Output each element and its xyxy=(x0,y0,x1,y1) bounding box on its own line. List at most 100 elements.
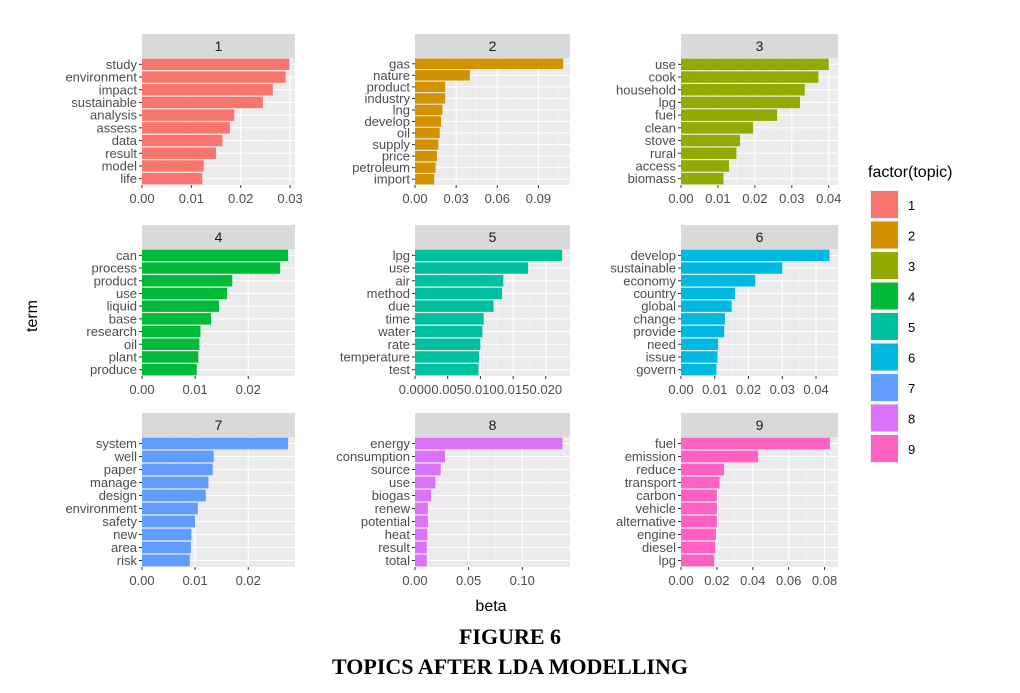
bar-produce xyxy=(142,363,197,376)
x-tick-label: 0.00 xyxy=(402,573,427,588)
bar-govern xyxy=(681,363,717,376)
term-label: gas xyxy=(389,56,410,71)
bar-industry xyxy=(415,93,446,104)
term-label: fuel xyxy=(655,436,676,451)
legend-label: 5 xyxy=(908,320,915,335)
term-label: method xyxy=(367,286,410,301)
term-label: carbon xyxy=(636,488,676,503)
term-label: govern xyxy=(636,362,676,377)
x-tick-label: 0.06 xyxy=(485,191,510,206)
panel-strip-label: 1 xyxy=(215,38,223,54)
x-tick-label: 0.01 xyxy=(179,191,204,206)
bar-need xyxy=(681,338,719,350)
bar-change xyxy=(681,313,725,325)
bar-use xyxy=(415,476,436,489)
term-label: assess xyxy=(97,120,138,135)
figure-number: FIGURE 6 xyxy=(458,624,562,649)
term-label: consumption xyxy=(336,449,410,464)
bar-product xyxy=(142,275,233,287)
term-label: use xyxy=(116,286,137,301)
term-label: biogas xyxy=(372,488,411,503)
legend-swatch xyxy=(871,343,898,371)
term-label: due xyxy=(388,299,410,314)
term-label: cook xyxy=(649,70,677,85)
term-label: provide xyxy=(633,324,676,339)
panel-strip-label: 7 xyxy=(215,417,223,433)
x-tick-label: 0.10 xyxy=(510,573,535,588)
x-tick-label: 0.01 xyxy=(705,191,730,206)
bar-rate xyxy=(415,338,481,350)
bar-data xyxy=(142,134,223,147)
bar-diesel xyxy=(681,541,716,554)
bar-well xyxy=(142,450,214,463)
panel-strip xyxy=(142,413,295,437)
term-label: heat xyxy=(385,527,411,542)
bar-price xyxy=(415,150,437,162)
x-tick-label: 0.02 xyxy=(742,191,767,206)
term-label: life xyxy=(120,171,137,186)
bar-rural xyxy=(681,147,737,159)
panel-strip-label: 8 xyxy=(489,417,497,433)
term-label: air xyxy=(396,273,411,288)
x-tick-label: 0.05 xyxy=(456,573,481,588)
term-label: oil xyxy=(397,126,410,141)
term-label: supply xyxy=(372,137,410,152)
term-label: manage xyxy=(90,475,137,490)
term-label: fuel xyxy=(655,108,676,123)
term-label: reduce xyxy=(636,462,676,477)
bar-alternative xyxy=(681,515,717,528)
bar-total xyxy=(415,554,427,567)
panel-strip-label: 9 xyxy=(756,417,764,433)
term-label: sustainable xyxy=(610,261,676,276)
bar-develop xyxy=(415,116,442,127)
bar-provide xyxy=(681,325,725,338)
bar-transport xyxy=(681,476,720,489)
term-label: data xyxy=(112,133,138,148)
panel-strip-label: 6 xyxy=(756,229,764,245)
bar-model xyxy=(142,160,204,172)
x-tick-label: 0.02 xyxy=(236,382,261,397)
bar-clean xyxy=(681,122,754,134)
bar-energy xyxy=(415,437,563,450)
x-tick-label: 0.09 xyxy=(526,191,551,206)
bar-study xyxy=(142,58,290,71)
bar-supply xyxy=(415,139,439,150)
x-tick-label: 0.02 xyxy=(236,573,261,588)
legend-label: 3 xyxy=(908,259,915,274)
bar-renew xyxy=(415,502,428,515)
legend-label: 4 xyxy=(908,290,915,305)
term-label: alternative xyxy=(616,514,676,529)
bar-paper xyxy=(142,463,213,476)
bar-use xyxy=(142,287,227,300)
term-label: emission xyxy=(625,449,676,464)
bar-stove xyxy=(681,134,741,147)
term-label: plant xyxy=(109,349,138,364)
term-label: nature xyxy=(373,68,410,83)
legend-swatch xyxy=(871,282,898,310)
y-axis-title: term xyxy=(24,300,41,332)
bar-heat xyxy=(415,528,428,541)
term-label: research xyxy=(86,324,137,339)
term-label: global xyxy=(641,299,676,314)
x-tick-label: 0.005 xyxy=(431,382,464,397)
bar-carbon xyxy=(681,489,717,502)
panel-strip xyxy=(415,225,570,249)
term-label: vehicle xyxy=(636,501,676,516)
figure-title: TOPICS AFTER LDA MODELLING xyxy=(332,654,688,679)
x-tick-label: 0.02 xyxy=(228,191,253,206)
bar-assess xyxy=(142,122,230,134)
panel-strip xyxy=(415,413,570,437)
term-label: price xyxy=(382,149,410,164)
bar-biogas xyxy=(415,489,432,502)
term-label: impact xyxy=(99,82,138,97)
term-label: import xyxy=(374,172,411,187)
term-label: industry xyxy=(364,91,410,106)
panel-strip xyxy=(681,413,838,437)
bar-manage xyxy=(142,476,209,489)
term-label: oil xyxy=(124,337,137,352)
bar-fuel xyxy=(681,437,830,450)
x-tick-label: 0.01 xyxy=(182,382,207,397)
panel-strip xyxy=(681,34,838,58)
legend-label: 6 xyxy=(908,351,915,366)
